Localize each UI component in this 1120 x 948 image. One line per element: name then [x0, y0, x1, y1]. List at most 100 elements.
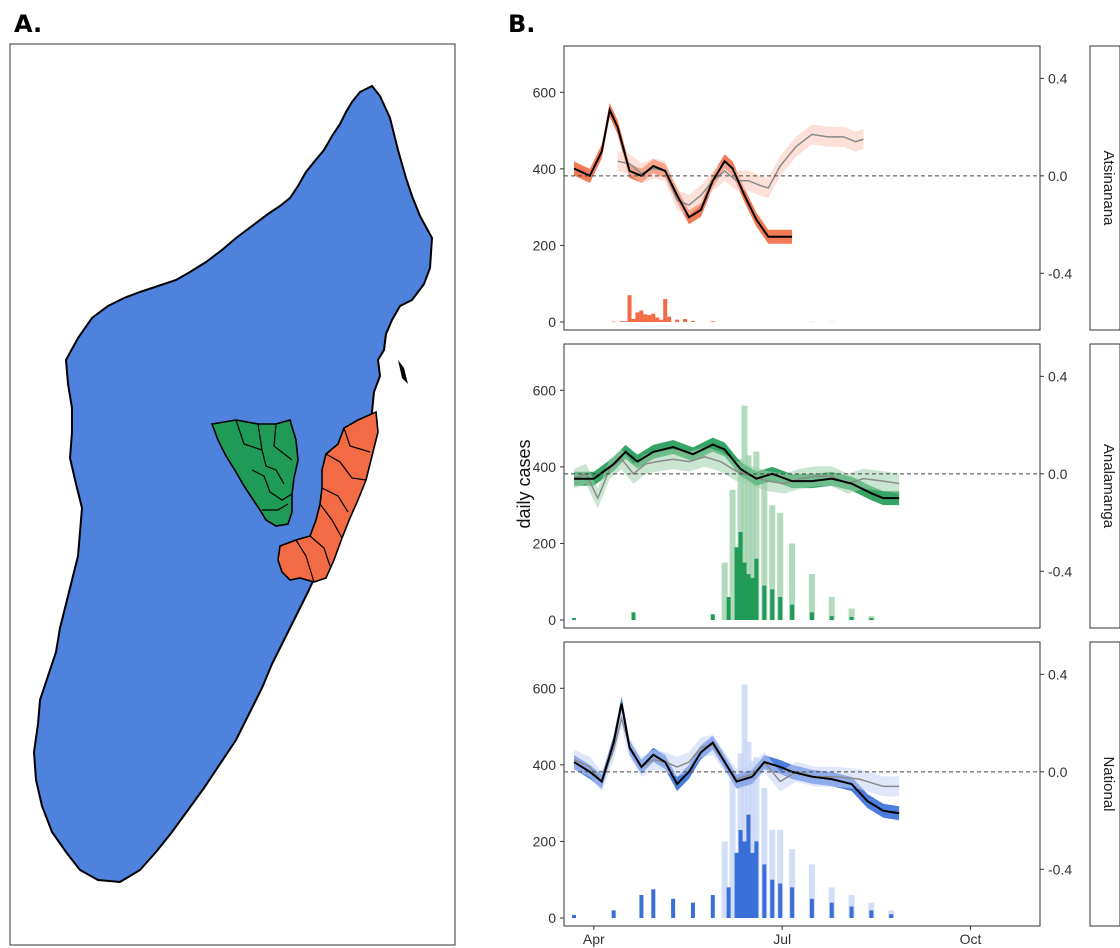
left-tick-label: 600: [533, 84, 557, 100]
count-bar: [738, 531, 743, 620]
count-bar-light: [761, 787, 768, 918]
count-bar: [572, 914, 576, 918]
x-tick-label: Jul: [773, 931, 791, 947]
left-tick-label: 0: [548, 612, 556, 628]
facet-panels: 0 200 400 600 0.4 0.0 -0.4 Atsinanana 0 200 400 600…: [533, 45, 1120, 947]
count-bar: [790, 604, 795, 620]
count-bar: [627, 295, 632, 322]
facet-strip: [1089, 45, 1120, 331]
count-bar-light: [745, 455, 752, 620]
count-bar-light: [753, 757, 760, 918]
count-bar: [762, 864, 767, 918]
black-series-line: [573, 106, 793, 238]
count-bar: [762, 585, 767, 620]
count-bar: [726, 597, 731, 620]
count-bar-light: [828, 597, 835, 620]
count-bar-light: [808, 574, 815, 620]
count-bar-light: [777, 829, 784, 918]
count-bar-light: [789, 849, 796, 918]
count-bar-light: [808, 321, 815, 323]
count-bar: [690, 902, 695, 918]
count-bar: [869, 910, 874, 918]
count-bar: [809, 898, 814, 918]
count-bar: [869, 618, 874, 620]
count-bar-light: [828, 321, 835, 323]
count-bar: [639, 310, 644, 322]
count-bar-light: [769, 505, 776, 620]
madagascar-map: [32, 84, 434, 884]
count-bar: [778, 883, 783, 918]
count-bar-light: [777, 512, 784, 620]
count-bar: [647, 315, 652, 322]
count-bar: [639, 895, 644, 918]
right-tick-label: -0.4: [1048, 265, 1072, 281]
count-bar: [611, 910, 616, 918]
count-bar-light: [753, 451, 760, 620]
atsinanana-boundary: [295, 427, 371, 583]
count-bar: [655, 317, 660, 322]
facet-frame: [563, 641, 1041, 927]
coast-islet: [398, 360, 408, 384]
count-bar: [611, 321, 616, 323]
count-bar-light: [808, 864, 815, 918]
count-bar: [623, 321, 628, 322]
count-bar: [746, 574, 751, 620]
count-bar: [770, 589, 775, 620]
count-bar: [643, 314, 648, 322]
count-bar: [790, 887, 795, 918]
country-shape: [32, 84, 434, 884]
left-tick-label: 400: [533, 161, 557, 177]
right-tick-label: -0.4: [1048, 563, 1072, 579]
left-tick-label: 0: [548, 314, 556, 330]
grey-series-line: [573, 455, 900, 501]
count-bar-light: [749, 761, 756, 918]
left-tick-label: 600: [533, 382, 557, 398]
count-bar-light: [721, 562, 728, 620]
count-bar: [659, 319, 664, 322]
count-bar: [849, 616, 854, 620]
grey-ribbon: [574, 708, 900, 797]
count-bar: [651, 889, 656, 918]
count-bar: [619, 321, 624, 322]
analamanga-boundary: [235, 419, 293, 511]
left-tick-label: 400: [533, 757, 557, 773]
count-bar-light: [741, 684, 748, 918]
count-bar-light: [761, 474, 768, 620]
right-tick-label: 0.0: [1048, 764, 1068, 780]
count-bar: [663, 299, 668, 322]
left-tick-label: 200: [533, 833, 557, 849]
left-tick-label: 600: [533, 680, 557, 696]
count-bar: [572, 618, 576, 620]
count-bar: [829, 902, 834, 918]
count-bar: [675, 319, 680, 322]
count-bar: [770, 879, 775, 918]
count-bar: [635, 312, 640, 322]
x-tick-label: Oct: [960, 931, 982, 947]
count-bar: [746, 814, 751, 918]
count-bar: [734, 547, 739, 620]
count-bar: [734, 852, 739, 918]
count-bar: [750, 577, 755, 620]
count-bar: [710, 321, 715, 322]
count-bar: [710, 895, 715, 918]
grey-ribbon: [617, 124, 864, 216]
right-tick-label: 0.0: [1048, 168, 1068, 184]
count-bar: [742, 841, 747, 918]
count-bar-light: [721, 841, 728, 918]
left-tick-label: 400: [533, 459, 557, 475]
count-bar-light: [848, 608, 855, 620]
panel-a-label: A.: [14, 10, 43, 38]
facet-strip: [1089, 641, 1120, 927]
facet-strip-label: National: [1100, 756, 1117, 811]
count-bar: [631, 318, 636, 322]
left-tick-label: 0: [548, 910, 556, 926]
count-bar-light: [729, 489, 736, 620]
count-bar: [710, 614, 715, 620]
facet-strip: [1089, 343, 1120, 629]
count-bar: [829, 616, 834, 620]
right-tick-label: -0.4: [1048, 861, 1072, 877]
count-bar-light: [729, 780, 736, 918]
count-bar: [754, 558, 759, 620]
black-series-line: [574, 443, 900, 500]
